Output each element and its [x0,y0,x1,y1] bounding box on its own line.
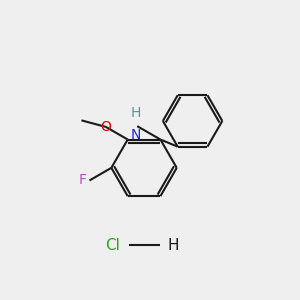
Text: H: H [168,238,179,253]
Text: O: O [100,120,111,134]
Text: F: F [79,173,86,188]
Text: N: N [130,128,141,142]
Text: H: H [130,106,141,120]
Text: Cl: Cl [105,238,120,253]
